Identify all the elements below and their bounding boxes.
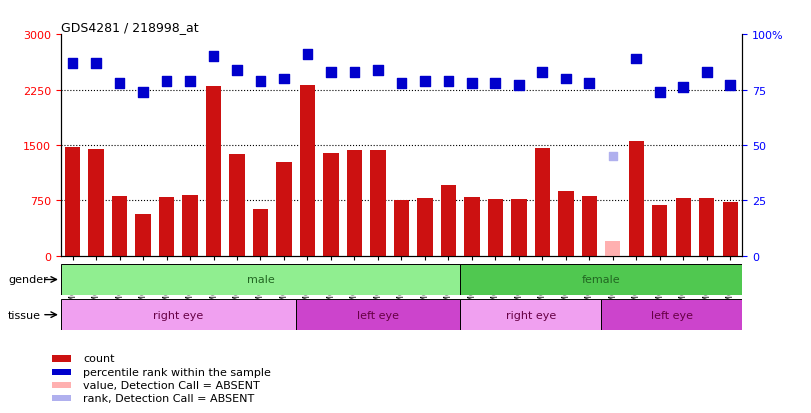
Text: male: male xyxy=(247,275,274,285)
Bar xyxy=(52,395,71,401)
Bar xyxy=(581,197,597,256)
Bar xyxy=(601,299,742,330)
Text: GDS4281 / 218998_at: GDS4281 / 218998_at xyxy=(61,21,199,34)
Point xyxy=(701,69,714,76)
Bar xyxy=(347,151,362,256)
Point xyxy=(183,78,196,85)
Text: value, Detection Call = ABSENT: value, Detection Call = ABSENT xyxy=(83,380,260,390)
Bar xyxy=(52,356,71,362)
Text: female: female xyxy=(581,275,620,285)
Text: gender: gender xyxy=(8,275,48,285)
Bar xyxy=(441,185,456,256)
Point xyxy=(654,89,667,96)
Bar xyxy=(652,206,667,256)
Bar xyxy=(371,151,385,256)
Point xyxy=(724,83,737,89)
Bar xyxy=(52,369,71,375)
Bar xyxy=(61,264,460,295)
Text: left eye: left eye xyxy=(650,310,693,320)
Point xyxy=(89,61,102,67)
Point xyxy=(395,81,408,87)
Point xyxy=(160,78,173,85)
Bar xyxy=(723,202,738,256)
Bar xyxy=(52,382,71,388)
Bar xyxy=(296,299,460,330)
Point xyxy=(113,81,126,87)
Point xyxy=(301,52,314,58)
Text: count: count xyxy=(83,354,114,363)
Point xyxy=(513,83,526,89)
Point xyxy=(324,69,337,76)
Bar xyxy=(61,299,296,330)
Point xyxy=(230,67,243,74)
Bar xyxy=(253,210,268,256)
Bar xyxy=(629,141,644,256)
Bar xyxy=(135,215,151,256)
Point xyxy=(371,67,384,74)
Bar xyxy=(487,199,503,256)
Point xyxy=(254,78,267,85)
Point xyxy=(489,81,502,87)
Point xyxy=(418,78,431,85)
Bar xyxy=(418,199,432,256)
Text: tissue: tissue xyxy=(8,310,41,320)
Point xyxy=(536,69,549,76)
Text: right eye: right eye xyxy=(153,310,204,320)
Bar xyxy=(460,299,601,330)
Bar xyxy=(88,149,104,256)
Bar xyxy=(230,154,245,256)
Bar xyxy=(65,148,80,256)
Point xyxy=(583,81,596,87)
Point xyxy=(677,85,690,91)
Bar xyxy=(460,264,742,295)
Point xyxy=(207,54,220,61)
Bar xyxy=(676,199,691,256)
Point xyxy=(560,76,573,83)
Point xyxy=(348,69,361,76)
Bar xyxy=(206,87,221,256)
Point xyxy=(277,76,290,83)
Bar xyxy=(112,197,127,256)
Bar xyxy=(534,149,550,256)
Point xyxy=(66,61,79,67)
Bar xyxy=(558,192,573,256)
Bar xyxy=(159,198,174,256)
Bar xyxy=(699,199,714,256)
Point xyxy=(442,78,455,85)
Bar xyxy=(300,86,315,256)
Bar xyxy=(605,241,620,256)
Bar xyxy=(464,197,479,256)
Point xyxy=(630,56,643,63)
Point xyxy=(466,81,478,87)
Bar xyxy=(511,199,526,256)
Bar xyxy=(277,163,292,256)
Bar xyxy=(182,196,198,256)
Bar xyxy=(394,201,409,256)
Text: left eye: left eye xyxy=(357,310,399,320)
Bar xyxy=(324,154,339,256)
Text: percentile rank within the sample: percentile rank within the sample xyxy=(83,367,271,377)
Text: right eye: right eye xyxy=(505,310,556,320)
Point xyxy=(607,153,620,160)
Point xyxy=(136,89,149,96)
Text: rank, Detection Call = ABSENT: rank, Detection Call = ABSENT xyxy=(83,393,254,403)
